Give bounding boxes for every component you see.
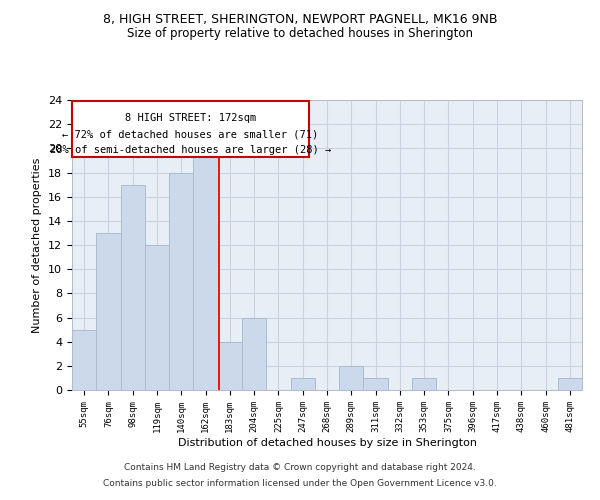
Bar	[193, 148, 218, 390]
Text: 8 HIGH STREET: 172sqm: 8 HIGH STREET: 172sqm	[125, 113, 256, 123]
Bar	[218, 342, 242, 390]
Bar	[558, 378, 582, 390]
X-axis label: Distribution of detached houses by size in Sherington: Distribution of detached houses by size …	[178, 438, 476, 448]
Text: Size of property relative to detached houses in Sherington: Size of property relative to detached ho…	[127, 28, 473, 40]
Text: 28% of semi-detached houses are larger (28) →: 28% of semi-detached houses are larger (…	[50, 145, 331, 155]
Text: Contains HM Land Registry data © Crown copyright and database right 2024.: Contains HM Land Registry data © Crown c…	[124, 464, 476, 472]
Y-axis label: Number of detached properties: Number of detached properties	[32, 158, 43, 332]
Bar	[339, 366, 364, 390]
Text: Contains public sector information licensed under the Open Government Licence v3: Contains public sector information licen…	[103, 478, 497, 488]
Bar	[290, 378, 315, 390]
Text: 8, HIGH STREET, SHERINGTON, NEWPORT PAGNELL, MK16 9NB: 8, HIGH STREET, SHERINGTON, NEWPORT PAGN…	[103, 12, 497, 26]
Bar	[364, 378, 388, 390]
Bar	[169, 172, 193, 390]
Bar	[72, 330, 96, 390]
FancyBboxPatch shape	[72, 102, 309, 156]
Bar	[121, 184, 145, 390]
Bar	[242, 318, 266, 390]
Text: ← 72% of detached houses are smaller (71): ← 72% of detached houses are smaller (71…	[62, 129, 319, 139]
Bar	[96, 233, 121, 390]
Bar	[145, 245, 169, 390]
Bar	[412, 378, 436, 390]
